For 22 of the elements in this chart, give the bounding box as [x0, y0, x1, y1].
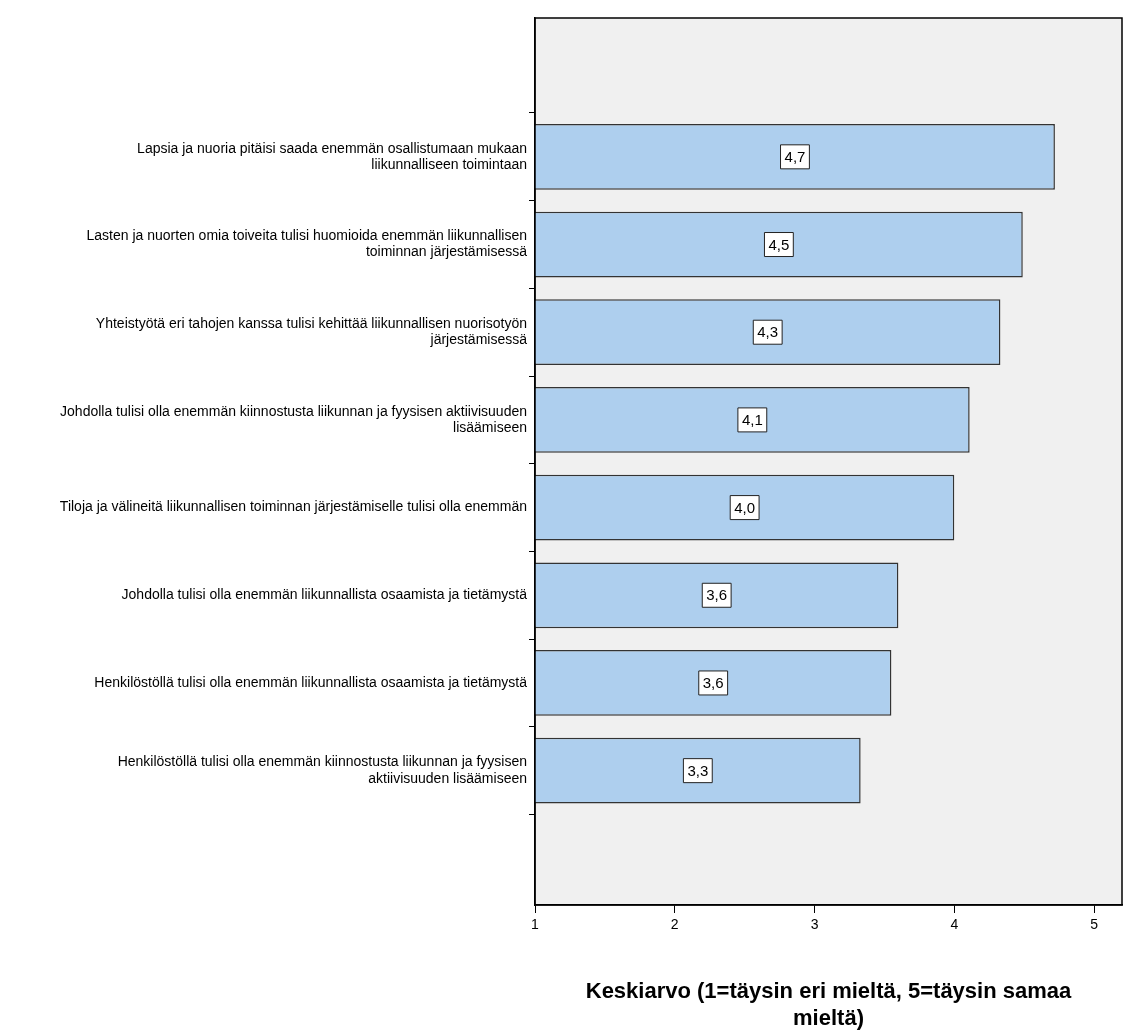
y-tick-label: Tiloja ja välineitä liikunnallisen toiminnan järjestämiselle tulisi olla enemmän — [59, 498, 527, 515]
x-tick-label: 3 — [810, 916, 819, 933]
data-label: 3,6 — [702, 674, 724, 692]
y-tick-label: Henkilöstöllä tulisi olla enemmän liikunnallista osaamista ja tietämystä — [94, 673, 528, 690]
x-axis-title: Keskiarvo (1=täysin eri mieltä, 5=täysin samaa mieltä) — [585, 978, 1073, 1030]
data-label: 4,3 — [757, 323, 779, 341]
data-label: 3,6 — [706, 586, 728, 604]
x-tick-label: 2 — [670, 916, 679, 933]
x-tick-label: 4 — [950, 916, 959, 933]
data-label: 3,3 — [687, 761, 709, 779]
y-tick-label: Henkilöstöllä tulisi olla enemmän kiinnostusta liikunnan ja fyysisen aktiivisuuden lisäämiseen — [117, 753, 527, 786]
data-label: 4,0 — [734, 498, 756, 516]
y-tick-label: Johdolla tulisi olla enemmän liikunnallista osaamista ja tietämystä — [121, 586, 528, 603]
y-tick-label: Lapsia ja nuoria pitäisi saada enemmän osallistumaan mukaan liikunnalliseen toimintaan — [137, 139, 527, 172]
data-label: 4,5 — [768, 235, 790, 253]
y-tick-label: Johdolla tulisi olla enemmän kiinnostusta liikunnan ja fyysisen aktiivisuuden lisäämiseen — [60, 402, 527, 435]
y-tick-label: Yhteistyötä eri tahojen kanssa tulisi kehittää liikunnallisen nuorisotyön järjestämisessä — [95, 315, 528, 348]
x-tick-label: 5 — [1090, 916, 1099, 933]
data-label: 4,1 — [741, 411, 763, 429]
x-tick-label: 1 — [531, 916, 540, 933]
y-tick-label: Lasten ja nuorten omia toiveita tulisi huomioida enemmän liikunnallisen toiminnan järjestämisessä — [86, 227, 528, 260]
data-label: 4,7 — [784, 147, 806, 165]
